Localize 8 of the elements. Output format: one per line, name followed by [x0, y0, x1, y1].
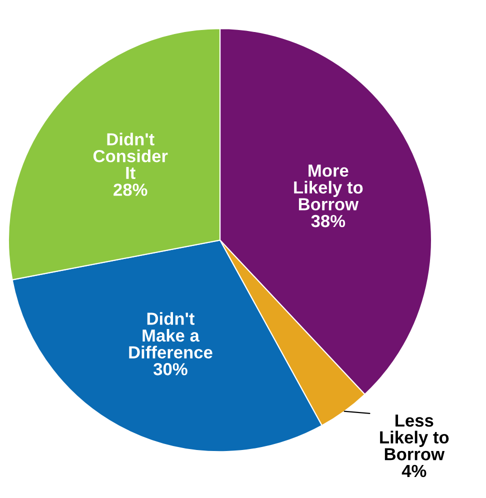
data-label: 4%: [402, 464, 426, 478]
slice-label: Less Likely to Borrow: [380, 414, 449, 460]
data-label: 28%: [114, 184, 148, 196]
slice-label: Didn't Make a Difference: [129, 312, 212, 359]
data-label: 38%: [311, 214, 346, 228]
data-label: 30%: [153, 363, 188, 376]
slice-label: More Likely to Borrow: [294, 164, 363, 210]
slice-label: Didn't Consider It: [93, 132, 168, 180]
